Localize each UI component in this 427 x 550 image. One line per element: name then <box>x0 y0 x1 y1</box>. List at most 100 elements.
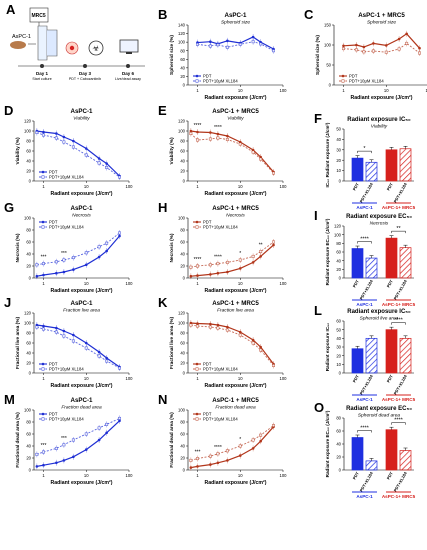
data-point <box>272 424 275 428</box>
bar <box>385 149 398 182</box>
data-point <box>189 265 193 269</box>
group-label: AsPC-1 <box>356 397 373 402</box>
x-axis-label: Radiant exposure (J/cm²) <box>205 480 267 486</box>
data-point <box>97 350 101 354</box>
category-label: PDT+XL184 <box>358 278 374 300</box>
series-line-pdt <box>190 244 274 277</box>
step-day: Day 6 <box>122 71 135 76</box>
data-point <box>35 131 39 134</box>
bar <box>385 329 398 374</box>
x-tick-label: 1 <box>42 281 45 286</box>
data-point <box>251 438 255 442</box>
y-tick-label: 150 <box>324 23 332 28</box>
chart-title: AsPC-1 + MRC5 <box>212 108 259 115</box>
x-tick-label: 100 <box>280 473 288 478</box>
bar <box>365 337 378 374</box>
y-tick-label: 60 <box>180 149 185 154</box>
data-point <box>259 439 262 443</box>
chart-title: AsPC-1 + MRC5 <box>212 397 259 404</box>
y-axis-label: Viability (%) <box>15 137 21 165</box>
significance-marker: **** <box>360 237 369 243</box>
bar <box>399 247 412 279</box>
y-tick-label: 60 <box>180 341 185 346</box>
data-point <box>72 333 75 337</box>
x-axis-label: Radiant exposure (J/cm²) <box>51 191 113 197</box>
y-tick-label: 100 <box>24 129 32 134</box>
legend-label: PDT <box>203 220 212 225</box>
bar <box>351 437 364 471</box>
data-point <box>62 270 66 274</box>
significance-bracket <box>391 230 406 234</box>
y-tick-label: 60 <box>180 240 185 245</box>
series-line-pdt-xl184 <box>190 425 274 461</box>
y-tick-label: 120 <box>178 31 186 36</box>
y-tick-label: 60 <box>336 429 341 434</box>
y-tick-label: 10 <box>336 168 341 173</box>
y-tick-label: 10 <box>336 362 341 367</box>
data-point <box>238 444 242 448</box>
bar <box>365 161 378 182</box>
y-axis-label: Radiant exposure IC₅₀ <box>325 323 330 372</box>
legend-marker <box>41 362 45 366</box>
y-tick-label: 120 <box>334 224 342 229</box>
plate-icon <box>47 29 58 57</box>
data-point <box>251 447 255 450</box>
series-line-pdt <box>190 322 274 365</box>
x-tick-label: 10 <box>84 184 89 189</box>
y-tick-label: 80 <box>180 228 185 233</box>
data-point <box>105 422 109 426</box>
data-point <box>189 274 193 278</box>
monitor-icon <box>119 39 139 53</box>
y-tick-label: 20 <box>336 353 341 358</box>
data-point <box>208 325 212 329</box>
data-point <box>272 240 275 244</box>
data-point <box>216 271 220 275</box>
x-tick-label: 100 <box>126 473 134 478</box>
data-point <box>62 459 66 462</box>
chart-subtitle: Spheroid size <box>367 20 396 26</box>
data-point <box>42 273 45 277</box>
data-point <box>397 47 401 51</box>
y-tick-label: 40 <box>180 252 185 257</box>
chart-subtitle: Viability <box>73 116 90 122</box>
x-tick-label: 1 <box>42 473 45 478</box>
legend-marker <box>195 362 199 366</box>
chart-title: AsPC-1 <box>70 397 93 404</box>
panel-letter: C <box>304 7 314 22</box>
cells-icon <box>10 41 26 49</box>
data-point <box>62 334 66 338</box>
x-tick-label: 1 <box>196 376 199 381</box>
data-point <box>362 50 366 54</box>
y-tick-label: 40 <box>180 65 185 70</box>
chart-title: AsPC-1 <box>70 205 93 212</box>
chart-title: AsPC-1 <box>70 108 93 115</box>
panel-letter: O <box>314 400 324 415</box>
x-tick-label: 10 <box>84 281 89 286</box>
y-tick-label: 0 <box>339 276 342 281</box>
y-tick-label: 20 <box>26 361 31 366</box>
data-point <box>384 44 388 47</box>
significance-marker: **** <box>394 418 403 424</box>
panel-a-schematic: A AsPC-1 MRC5 ☣ Day 1 Start culture Day … <box>6 2 145 81</box>
data-point <box>97 438 101 442</box>
legend-label: PDT+10μM XL184 <box>49 417 84 422</box>
y-tick-label: 60 <box>26 432 31 437</box>
monitor-icon <box>126 52 132 54</box>
y-tick-label: 0 <box>29 179 32 184</box>
y-tick-label: 50 <box>326 63 331 68</box>
data-point <box>216 326 220 330</box>
chart-subtitle: Fraction dead area <box>61 405 102 411</box>
legend-label: PDT+10μM XL184 <box>203 225 238 230</box>
data-point <box>118 231 121 235</box>
significance-bracket <box>357 241 372 244</box>
data-point <box>251 40 255 44</box>
chart-title: AsPC-1 + MRC5 <box>358 12 405 19</box>
data-point <box>62 443 66 447</box>
data-point <box>55 271 58 275</box>
data-point <box>216 262 220 266</box>
y-tick-label: 40 <box>26 444 31 449</box>
panel-letter: L <box>314 303 322 318</box>
